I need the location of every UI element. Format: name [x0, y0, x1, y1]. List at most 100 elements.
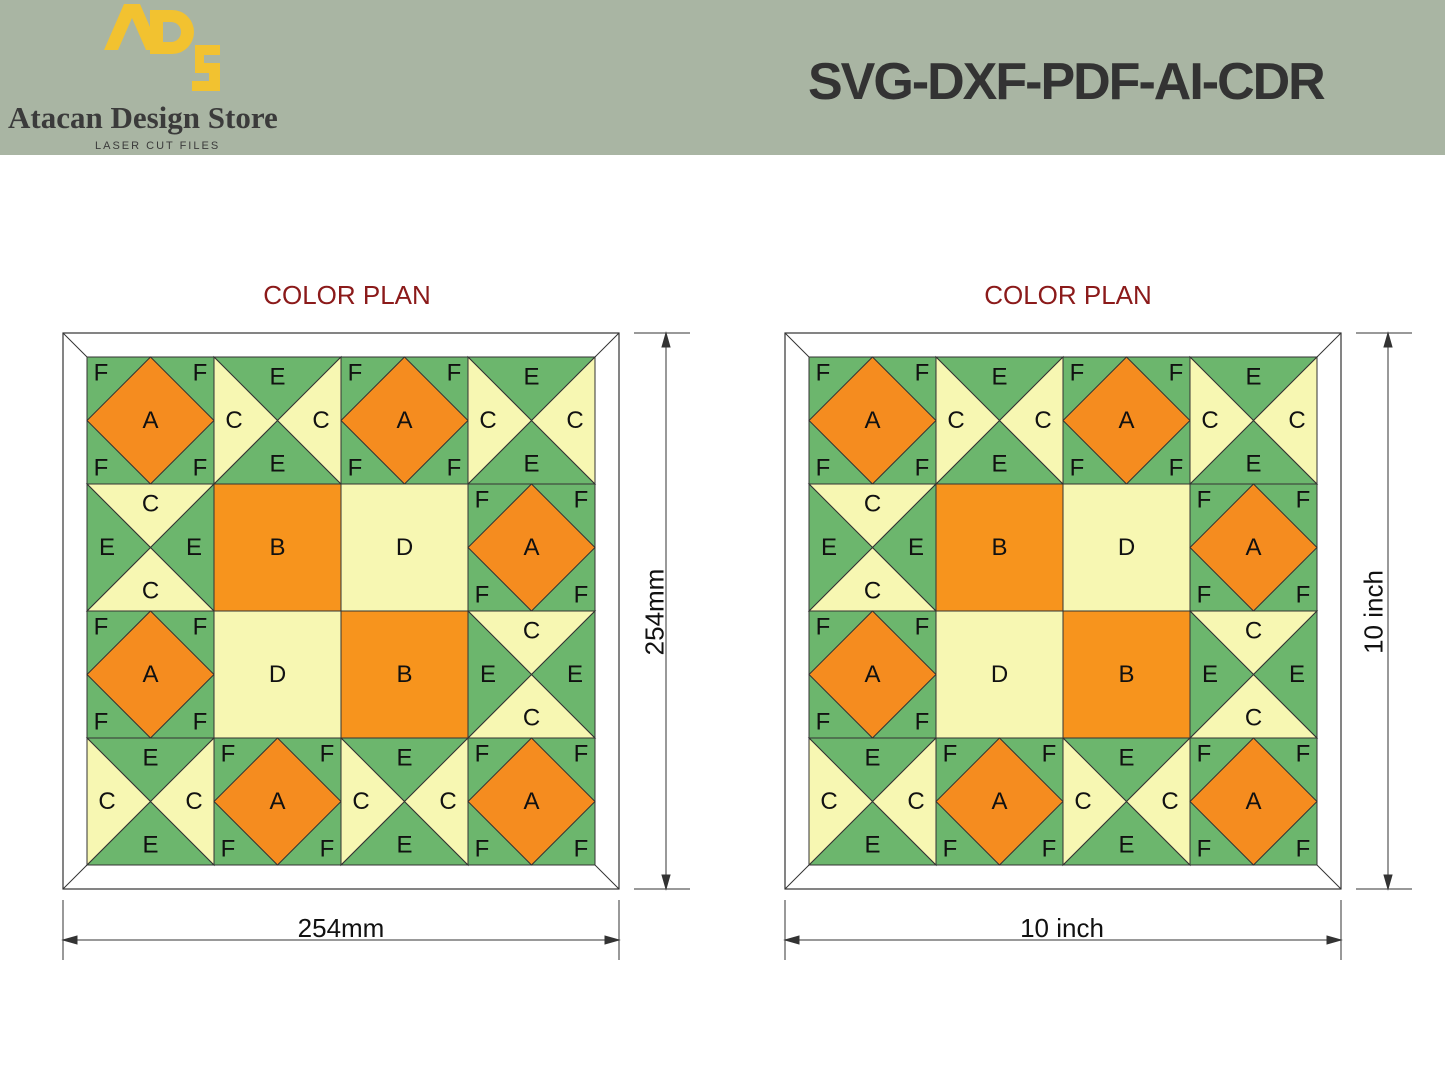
piece-label: F [915, 614, 930, 641]
piece-label: A [1245, 788, 1261, 815]
triangle-piece [86, 736, 152, 867]
piece-label: C [185, 788, 202, 815]
piece-label: F [1070, 360, 1085, 387]
triangle-piece [340, 736, 406, 867]
quilt-block: A F F F F [1062, 356, 1191, 485]
quilt-block: A F F F F [808, 356, 937, 485]
arrow-left-icon [61, 935, 78, 945]
piece-label: E [991, 364, 1007, 391]
piece-label: E [142, 745, 158, 772]
piece-label: E [142, 832, 158, 859]
piece-label: F [816, 360, 831, 387]
file-formats-title: SVG-DXF-PDF-AI-CDR [808, 53, 1326, 111]
triangle-piece [467, 609, 533, 740]
piece-label: A [1118, 407, 1134, 434]
quilt-block: C CE E [85, 482, 216, 613]
quilt-block: B [935, 483, 1064, 612]
triangle-piece [467, 355, 533, 486]
piece-label: F [1296, 582, 1311, 609]
piece-label: F [1296, 741, 1311, 768]
quilt-block: E EC C [85, 736, 216, 867]
quilt-block: C CE E [466, 609, 597, 740]
square-piece [213, 483, 342, 612]
diamond-piece [1189, 737, 1318, 866]
piece-label: B [991, 534, 1007, 561]
piece-label: C [864, 491, 881, 518]
piece-label: A [991, 788, 1007, 815]
miter-line [784, 332, 810, 358]
piece-label: C [1074, 788, 1091, 815]
square-piece [935, 610, 1064, 739]
diamond-piece [935, 737, 1064, 866]
triangle-piece [86, 482, 152, 613]
triangle-piece [1252, 609, 1318, 740]
arrow-down-icon [1383, 874, 1393, 891]
piece-label: F [193, 455, 208, 482]
piece-label: E [864, 745, 880, 772]
quilt-block: C CE E [1188, 609, 1319, 740]
piece-label: F [1070, 455, 1085, 482]
piece-label: F [574, 487, 589, 514]
panel-title: COLOR PLAN [263, 280, 431, 310]
quilt-block: A F F F F [1189, 483, 1318, 612]
arrow-left-icon [783, 935, 800, 945]
piece-label: F [574, 582, 589, 609]
piece-label: D [991, 661, 1008, 688]
piece-label: F [475, 741, 490, 768]
miter-line [1316, 332, 1342, 358]
quilt-block: E EC C [934, 355, 1065, 486]
piece-label: F [193, 360, 208, 387]
quilt-block: C CE E [807, 482, 938, 613]
piece-label: A [396, 407, 412, 434]
piece-label: F [816, 614, 831, 641]
piece-label: E [1118, 745, 1134, 772]
piece-label: F [320, 741, 335, 768]
piece-label: F [1197, 582, 1212, 609]
quilt-block: A F F F F [213, 737, 342, 866]
piece-label: F [1169, 360, 1184, 387]
square-piece [1062, 610, 1191, 739]
miter-line [784, 864, 810, 890]
piece-label: A [142, 407, 158, 434]
piece-label: E [1245, 451, 1261, 478]
quilt-block: D [340, 483, 469, 612]
piece-label: C [1201, 407, 1218, 434]
piece-label: F [320, 836, 335, 863]
arrow-up-icon [1383, 331, 1393, 348]
quilt-block: D [1062, 483, 1191, 612]
quilt-block: A F F F F [467, 737, 596, 866]
piece-label: E [1245, 364, 1261, 391]
square-piece [213, 610, 342, 739]
piece-label: F [475, 487, 490, 514]
piece-label: A [142, 661, 158, 688]
piece-label: C [1245, 705, 1262, 732]
piece-label: C [142, 578, 159, 605]
triangle-piece [1189, 609, 1255, 740]
piece-label: F [447, 455, 462, 482]
piece-label: F [943, 836, 958, 863]
piece-label: F [447, 360, 462, 387]
quilt-block: A F F F F [1189, 737, 1318, 866]
miter-line [62, 864, 88, 890]
triangle-piece [808, 736, 874, 867]
piece-label: F [1197, 487, 1212, 514]
piece-label: E [821, 534, 837, 561]
piece-label: D [269, 661, 286, 688]
triangle-piece [808, 482, 874, 613]
piece-label: C [142, 491, 159, 518]
piece-label: E [396, 745, 412, 772]
piece-label: F [816, 709, 831, 736]
quilt-block: A F F F F [340, 356, 469, 485]
square-piece [935, 483, 1064, 612]
store-name: Atacan Design Store [8, 100, 278, 135]
quilt-block: E EC C [1061, 736, 1192, 867]
store-tagline: LASER CUT FILES [95, 140, 221, 152]
height-dimension-label: 254mm [639, 568, 670, 656]
miter-line [1316, 864, 1342, 890]
triangle-piece [935, 355, 1001, 486]
piece-label: F [94, 360, 109, 387]
piece-label: E [864, 832, 880, 859]
quilt-block: B [213, 483, 342, 612]
